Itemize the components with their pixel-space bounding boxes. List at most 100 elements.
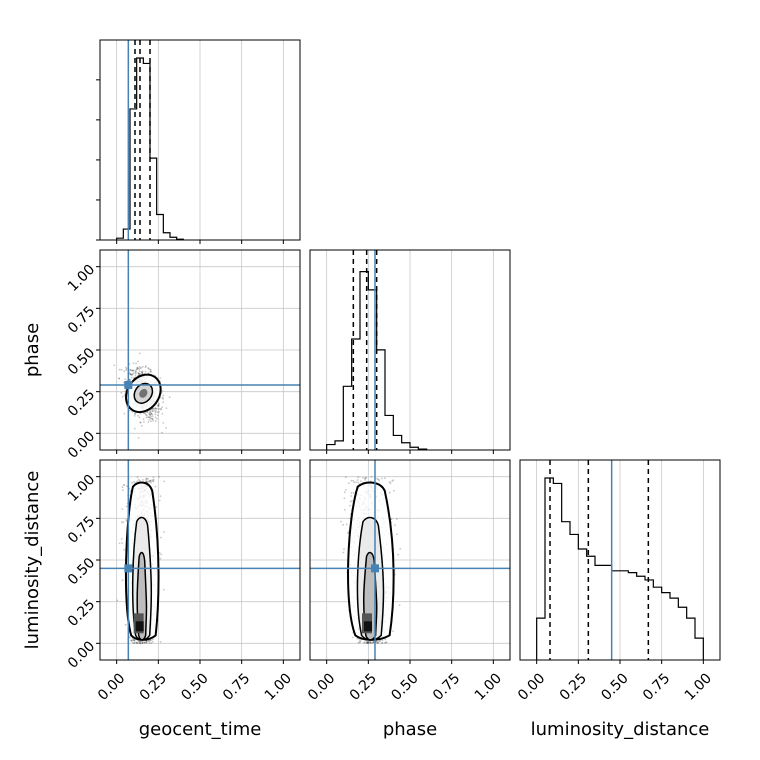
scatter-point [143,641,145,644]
scatter-point [136,367,139,370]
scatter-point [350,495,352,497]
scatter-point [120,391,123,394]
scatter-point [381,639,384,642]
x-tick-label: 0.25 [557,670,590,703]
scatter-point [151,640,154,643]
scatter-point [157,405,160,407]
scatter-point [145,642,148,644]
x-tick-label: 1.00 [262,670,295,703]
scatter-point [151,413,154,416]
scatter-point [162,401,165,404]
scatter-point [140,424,143,427]
scatter-point [129,373,132,375]
scatter-point [145,414,147,416]
scatter-point [154,407,157,410]
x-axis-label-phase: phase [383,719,437,740]
scatter-point [118,377,120,380]
scatter-point [370,642,373,644]
scatter-point [396,533,398,536]
scatter-point [158,402,161,405]
scatter-point [148,480,151,483]
scatter-point [369,641,372,644]
scatter-point [360,480,362,482]
scatter-point [150,415,152,418]
scatter-point [136,480,138,483]
scatter-point [134,372,137,375]
scatter-point [158,411,161,413]
scatter-point [157,404,160,406]
scatter-point [138,368,141,371]
scatter-point [154,416,157,419]
scatter-point [125,369,127,371]
scatter-point [145,478,148,480]
scatter-point [133,642,136,645]
scatter-point [376,641,378,644]
scatter-point [133,412,136,415]
scatter-point [381,642,384,644]
scatter-point [124,378,127,381]
scatter-point [136,368,138,371]
scatter-point [133,427,136,430]
scatter-point [130,374,133,377]
scatter-point [149,639,152,642]
scatter-point [143,642,146,644]
scatter-point [152,638,154,641]
scatter-point [144,370,147,373]
scatter-point [370,476,373,478]
scatter-point [151,415,154,417]
scatter-point [150,370,153,373]
scatter-point [143,421,145,423]
scatter-point [138,641,141,644]
scatter-point [151,408,154,411]
scatter-point [392,630,394,632]
scatter-point [152,410,154,412]
scatter-point [141,642,144,644]
scatter-point [155,506,158,508]
scatter-point [150,481,153,484]
y-tick-label: 0.75 [65,513,98,546]
scatter-point [140,371,143,373]
scatter-point [384,638,387,641]
scatter-point [130,376,133,379]
scatter-point [388,481,391,483]
scatter-point [131,639,134,641]
scatter-point [121,489,124,491]
scatter-point [149,413,151,416]
scatter-point [363,641,366,643]
scatter-point [138,479,141,482]
scatter-point [133,639,135,642]
scatter-point [156,411,159,414]
scatter-point [137,478,140,481]
scatter-point [379,640,382,642]
scatter-point [154,411,157,413]
scatter-point [121,542,124,544]
scatter-point [153,407,156,410]
scatter-point [134,413,137,415]
scatter-point [136,366,139,369]
scatter-point [384,641,386,644]
scatter-point [367,641,369,644]
scatter-point [138,372,140,375]
scatter-point [352,492,355,494]
scatter-point [135,641,138,644]
scatter-point [121,508,124,510]
scatter-point [146,411,148,414]
scatter-point [141,641,144,644]
scatter-point [363,641,365,644]
scatter-point [129,368,132,371]
scatter-point [343,548,345,551]
scatter-point [147,367,150,370]
scatter-point [144,366,147,369]
scatter-point [156,414,159,417]
scatter-point [396,518,398,520]
scatter-point [390,518,393,521]
scatter-point [133,415,136,417]
scatter-point [132,638,135,641]
density-peak [364,621,372,632]
scatter-point [137,414,140,417]
scatter-point [160,536,163,539]
scatter-point [376,642,379,644]
scatter-point [343,491,346,494]
scatter-point [150,412,153,414]
scatter-point [357,641,360,644]
